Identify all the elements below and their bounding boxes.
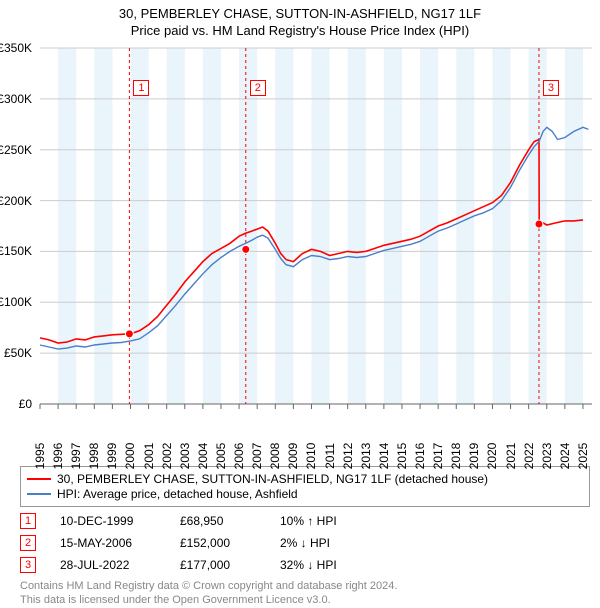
y-axis-label: £50K xyxy=(4,346,32,360)
footer: Contains HM Land Registry data © Crown c… xyxy=(20,579,590,608)
x-axis-label: 1995 xyxy=(33,443,47,470)
footer-line-2: This data is licensed under the Open Gov… xyxy=(20,593,590,607)
event-date: 10-DEC-1999 xyxy=(60,514,180,528)
x-axis-label: 2006 xyxy=(232,443,246,470)
y-axis-label: £350K xyxy=(0,41,32,55)
footer-line-1: Contains HM Land Registry data © Crown c… xyxy=(20,579,590,593)
x-axis-label: 1996 xyxy=(51,443,65,470)
event-row: 3 28-JUL-2022£177,00032% ↓ HPI xyxy=(20,557,590,573)
chart-area: £0£50K£100K£150K£200K£250K£300K£350K 123 xyxy=(36,46,596,416)
y-axis-label: £0 xyxy=(19,397,32,411)
y-axis-label: £200K xyxy=(0,194,32,208)
x-axis-label: 2014 xyxy=(377,443,391,470)
x-axis-label: 2023 xyxy=(540,443,554,470)
legend: 30, PEMBERLEY CHASE, SUTTON-IN-ASHFIELD,… xyxy=(20,466,590,507)
event-price: £68,950 xyxy=(180,514,280,528)
event-row: 1 10-DEC-1999£68,95010% ↑ HPI xyxy=(20,513,590,529)
x-axis-label: 2002 xyxy=(160,443,174,470)
x-axis-label: 2019 xyxy=(467,443,481,470)
event-number-box: 3 xyxy=(20,557,36,573)
legend-row: 30, PEMBERLEY CHASE, SUTTON-IN-ASHFIELD,… xyxy=(27,472,583,486)
event-date: 28-JUL-2022 xyxy=(60,558,180,572)
y-axis-label: £100K xyxy=(0,295,32,309)
x-axis-label: 2012 xyxy=(341,443,355,470)
x-axis-label: 2017 xyxy=(431,443,445,470)
event-diff: 2% ↓ HPI xyxy=(280,536,390,550)
x-axis-label: 1999 xyxy=(105,443,119,470)
event-number-box: 2 xyxy=(20,535,36,551)
x-axis-label: 2016 xyxy=(413,443,427,470)
x-axis-label: 2011 xyxy=(323,443,337,469)
x-axis-label: 2004 xyxy=(196,443,210,470)
x-axis-label: 2022 xyxy=(522,443,536,470)
legend-swatch xyxy=(27,478,51,480)
x-axis-label: 2010 xyxy=(304,443,318,470)
event-row: 2 15-MAY-2006£152,0002% ↓ HPI xyxy=(20,535,590,551)
x-axis-label: 2005 xyxy=(214,443,228,470)
event-price: £177,000 xyxy=(180,558,280,572)
event-price: £152,000 xyxy=(180,536,280,550)
legend-row: HPI: Average price, detached house, Ashf… xyxy=(27,487,583,501)
title-line-2: Price paid vs. HM Land Registry's House … xyxy=(0,23,600,38)
event-diff: 32% ↓ HPI xyxy=(280,558,390,572)
event-marker-box: 2 xyxy=(250,80,266,96)
chart-svg xyxy=(36,46,596,416)
y-axis-label: £150K xyxy=(0,244,32,258)
event-date: 15-MAY-2006 xyxy=(60,536,180,550)
event-marker-box: 1 xyxy=(133,80,149,96)
y-axis-label: £250K xyxy=(0,143,32,157)
event-diff: 10% ↑ HPI xyxy=(280,514,390,528)
x-axis-label: 2007 xyxy=(250,443,264,470)
legend-label: HPI: Average price, detached house, Ashf… xyxy=(57,487,298,501)
x-axis-label: 2000 xyxy=(123,443,137,470)
legend-label: 30, PEMBERLEY CHASE, SUTTON-IN-ASHFIELD,… xyxy=(57,472,488,486)
x-axis-label: 2001 xyxy=(142,443,156,470)
event-marker-box: 3 xyxy=(543,80,559,96)
event-number-box: 1 xyxy=(20,513,36,529)
x-axis-label: 2024 xyxy=(558,443,572,470)
x-axis-label: 2020 xyxy=(485,443,499,470)
x-axis-label: 2008 xyxy=(268,443,282,470)
x-axis-label: 2003 xyxy=(178,443,192,470)
y-axis-label: £300K xyxy=(0,92,32,106)
x-axis-label: 1998 xyxy=(87,443,101,470)
x-axis-label: 2018 xyxy=(449,443,463,470)
x-axis-label: 2021 xyxy=(504,443,518,470)
title-line-1: 30, PEMBERLEY CHASE, SUTTON-IN-ASHFIELD,… xyxy=(0,6,600,21)
x-axis-label: 2025 xyxy=(576,443,590,470)
x-axis-label: 2015 xyxy=(395,443,409,470)
event-table: 1 10-DEC-1999£68,95010% ↑ HPI 2 15-MAY-2006… xyxy=(20,513,590,573)
x-axis-label: 2009 xyxy=(286,443,300,470)
x-axis-label: 2013 xyxy=(359,443,373,470)
legend-swatch xyxy=(27,493,51,495)
x-axis-label: 1997 xyxy=(69,443,83,470)
